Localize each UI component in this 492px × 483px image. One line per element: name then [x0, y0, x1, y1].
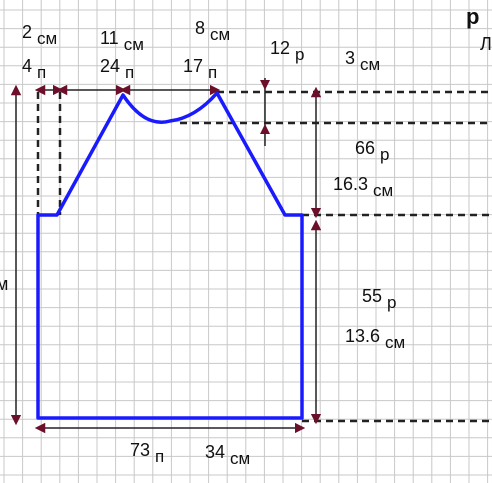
label-unit: р — [387, 293, 396, 312]
label-unit: см — [124, 35, 144, 54]
label-number: 8 — [195, 18, 205, 38]
label-number: 4 — [22, 56, 32, 76]
dimension-arrows — [10, 78, 322, 434]
label-number: 73 — [130, 440, 150, 460]
label-unit: р — [295, 45, 304, 64]
dimension-label: 55 р — [362, 286, 397, 312]
edge-text: р — [466, 4, 479, 29]
label-number: 11 — [100, 28, 119, 48]
label-unit: см — [373, 181, 393, 200]
dimension-label: 24 п — [100, 56, 134, 82]
dimension-label: 12 р — [270, 38, 305, 64]
label-unit: см — [37, 29, 57, 48]
dimension-label: 17 п — [183, 56, 217, 82]
label-unit: п — [155, 447, 164, 466]
dimension-label: 34 см — [205, 442, 250, 468]
label-number: 55 — [362, 286, 382, 306]
label-number: 24 — [100, 56, 120, 76]
label-number: 13.6 — [345, 326, 380, 346]
label-unit: см — [385, 333, 405, 352]
label-number: 2 — [22, 22, 32, 42]
edge-text: м — [0, 274, 8, 294]
pattern-outline — [36, 91, 304, 420]
dimension-label: 2 см — [22, 22, 57, 48]
label-unit: п — [208, 63, 217, 82]
label-number: 3 — [345, 48, 355, 68]
label-unit: п — [125, 63, 134, 82]
dimension-label: 11 см — [100, 28, 144, 54]
label-unit: п — [37, 63, 46, 82]
edge-text: Л — [480, 34, 492, 54]
label-unit: см — [230, 449, 250, 468]
label-unit: см — [210, 25, 230, 44]
label-number: 34 — [205, 442, 225, 462]
dimension-label: 8 см — [195, 18, 230, 44]
dimension-label: 13.6 см — [345, 326, 405, 352]
dimension-label: 3 см — [345, 48, 380, 74]
label-number: 12 — [270, 38, 290, 58]
dimension-label: 73 п — [130, 440, 164, 466]
dimension-label: 66 р — [355, 138, 390, 164]
label-number: 17 — [183, 56, 203, 76]
label-unit: р — [380, 145, 389, 164]
label-unit: см — [360, 55, 380, 74]
label-number: 66 — [355, 138, 375, 158]
dimension-label: 16.3 см — [333, 174, 393, 200]
label-number: 16.3 — [333, 174, 368, 194]
